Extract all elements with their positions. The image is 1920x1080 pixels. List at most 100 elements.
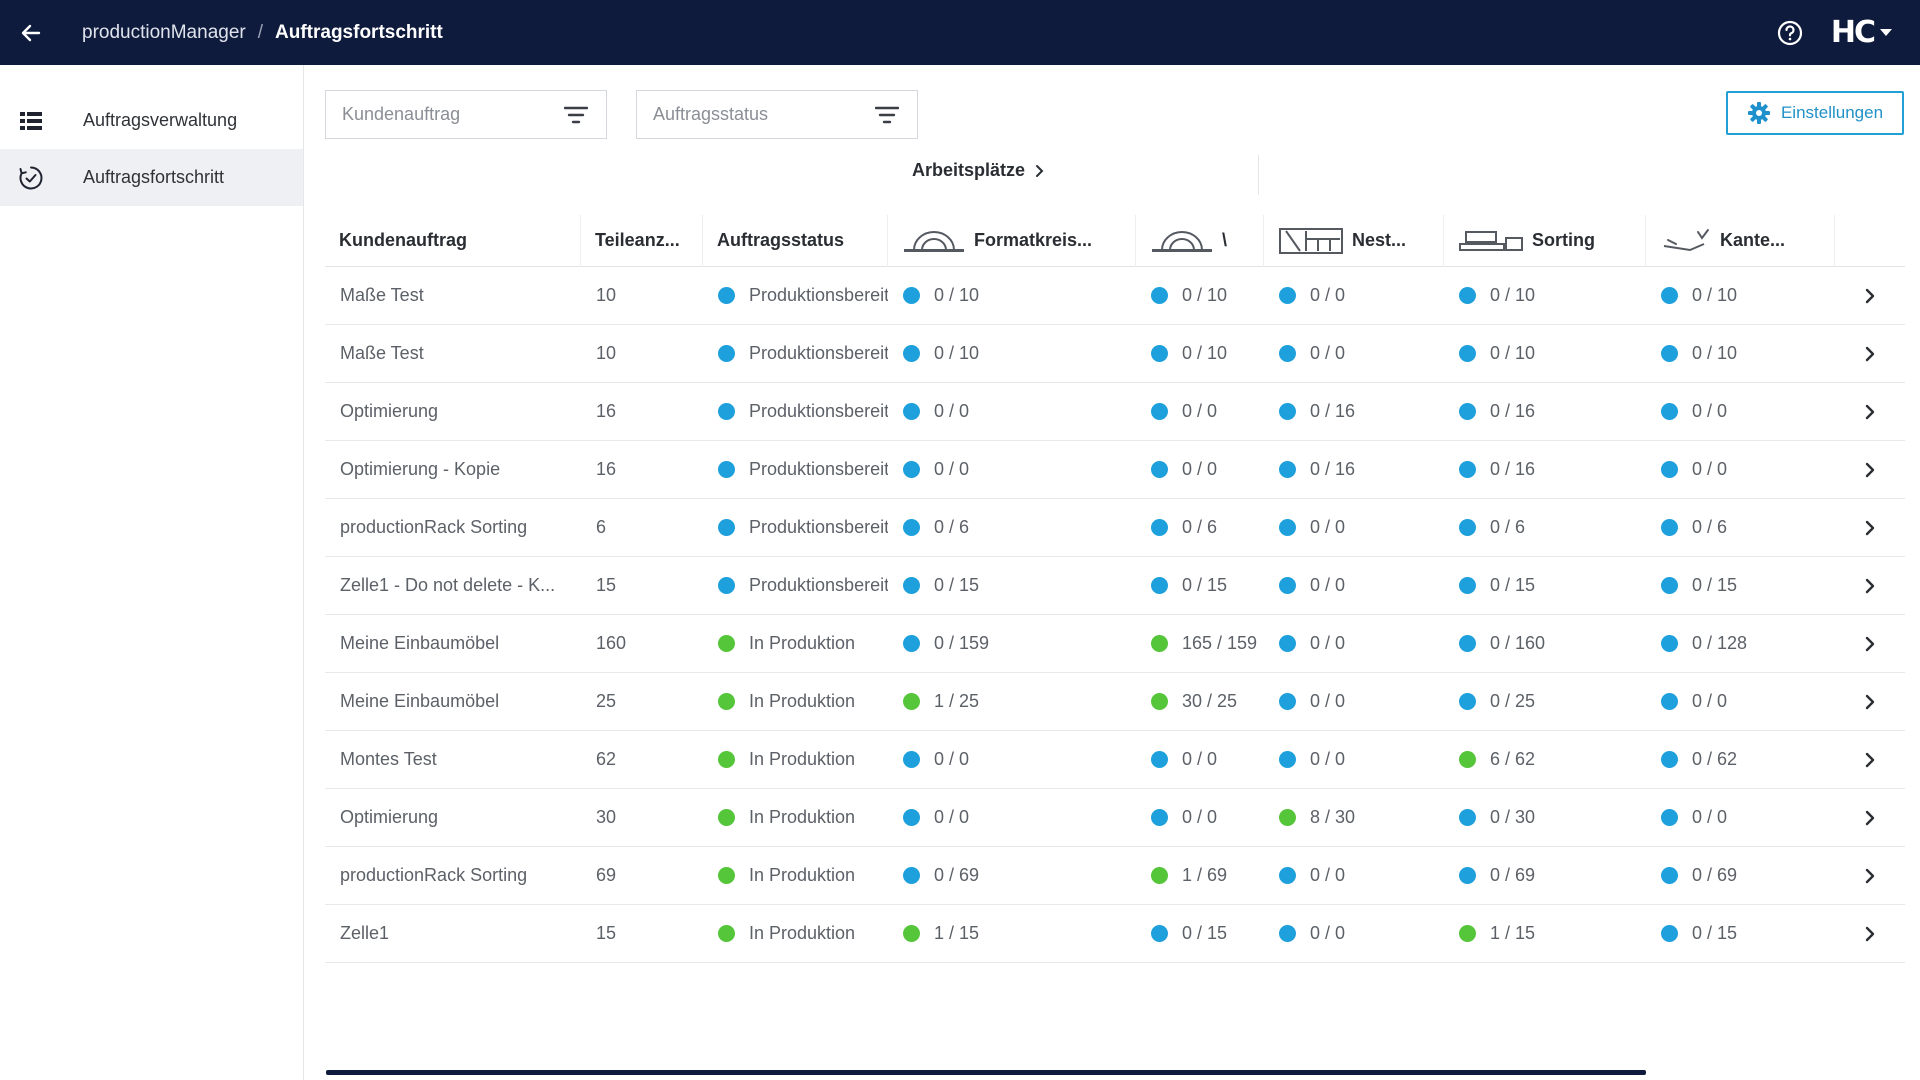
column-header-workplace-2[interactable]: \ bbox=[1136, 214, 1264, 267]
column-title: \ bbox=[1222, 230, 1228, 250]
horizontal-scrollbar[interactable] bbox=[326, 1070, 1646, 1075]
table-row[interactable]: Optimierung 16 Produktionsbereit 0 / 0 0 / 0… bbox=[325, 383, 1905, 441]
workplaces-header[interactable]: Arbeitsplätze bbox=[912, 160, 1045, 181]
cell-customer-order: Meine Einbaumöbel bbox=[325, 673, 581, 731]
status-dot-icon bbox=[1459, 867, 1476, 884]
table-row[interactable]: Zelle1 15 In Produktion 1 / 15 0 / 15 0 / 0 1 … bbox=[325, 905, 1905, 963]
table-row[interactable]: Maße Test 10 Produktionsbereit 0 / 10 0 / 10… bbox=[325, 325, 1905, 383]
order-status-filter[interactable]: Auftragsstatus bbox=[636, 90, 918, 139]
cell-formatkreissaege-progress: 0 / 10 bbox=[888, 267, 1136, 325]
table-row[interactable]: Zelle1 - Do not delete - K... 15 Produktio… bbox=[325, 557, 1905, 615]
column-header-nesting[interactable]: Nest... bbox=[1264, 214, 1444, 267]
column-header-formatkreissaege[interactable]: Formatkreis... bbox=[888, 214, 1136, 267]
table-row[interactable]: productionRack Sorting 69 In Produktion 0 /… bbox=[325, 847, 1905, 905]
cell-order-status: In Produktion bbox=[703, 731, 888, 789]
row-expand-button[interactable] bbox=[1835, 267, 1905, 325]
breadcrumb: productionManager / Auftragsfortschritt bbox=[62, 22, 443, 44]
cell-customer-order: productionRack Sorting bbox=[325, 499, 581, 557]
back-button[interactable] bbox=[0, 0, 62, 65]
cell-text: 25 bbox=[596, 691, 617, 711]
status-dot-icon bbox=[1151, 751, 1168, 768]
cell-text: 0 / 15 bbox=[1182, 923, 1228, 943]
cell-text: 0 / 0 bbox=[1692, 401, 1728, 421]
column-header-part-count[interactable]: Teileanz... bbox=[581, 214, 703, 267]
top-bar: productionManager / Auftragsfortschritt … bbox=[0, 0, 1920, 65]
cell-edgebanding-progress: 0 / 15 bbox=[1646, 905, 1835, 963]
row-expand-button[interactable] bbox=[1835, 441, 1905, 499]
status-dot-icon bbox=[1459, 519, 1476, 536]
row-expand-button[interactable] bbox=[1835, 847, 1905, 905]
cell-part-count: 16 bbox=[581, 441, 703, 499]
table-row[interactable]: productionRack Sorting 6 Produktionsbereit… bbox=[325, 499, 1905, 557]
cell-edgebanding-progress: 0 / 62 bbox=[1646, 731, 1835, 789]
cell-sorting-progress: 0 / 16 bbox=[1444, 441, 1646, 499]
customer-order-filter[interactable]: Kundenauftrag bbox=[325, 90, 607, 139]
cell-text: 0 / 25 bbox=[1490, 691, 1536, 711]
status-dot-icon bbox=[1661, 577, 1678, 594]
column-title: Sorting bbox=[1532, 230, 1595, 250]
chevron-right-icon bbox=[1865, 520, 1875, 535]
saw-machine-icon bbox=[902, 228, 966, 254]
row-expand-button[interactable] bbox=[1835, 557, 1905, 615]
user-menu[interactable]: HC bbox=[1831, 15, 1892, 50]
cell-order-status: Produktionsbereit bbox=[703, 267, 888, 325]
cell-text: 10 bbox=[596, 343, 617, 363]
cell-text: 0 / 10 bbox=[1692, 285, 1738, 305]
sidebar-item-label: Auftragsfortschritt bbox=[83, 167, 225, 187]
cell-nesting-progress: 0 / 0 bbox=[1264, 267, 1444, 325]
cell-formatkreissaege-progress: 0 / 6 bbox=[888, 499, 1136, 557]
workplaces-label: Arbeitsplätze bbox=[912, 160, 1026, 180]
cell-customer-order: Zelle1 bbox=[325, 905, 581, 963]
cell-order-status: In Produktion bbox=[703, 905, 888, 963]
help-button[interactable] bbox=[1775, 18, 1805, 48]
status-dot-icon bbox=[718, 577, 735, 594]
row-expand-button[interactable] bbox=[1835, 905, 1905, 963]
row-expand-button[interactable] bbox=[1835, 789, 1905, 847]
row-expand-button[interactable] bbox=[1835, 615, 1905, 673]
status-dot-icon bbox=[1661, 635, 1678, 652]
table-row[interactable]: Meine Einbaumöbel 160 In Produktion 0 / 159… bbox=[325, 615, 1905, 673]
cell-part-count: 15 bbox=[581, 905, 703, 963]
status-dot-icon bbox=[903, 519, 920, 536]
cell-nesting-progress: 0 / 0 bbox=[1264, 557, 1444, 615]
row-expand-button[interactable] bbox=[1835, 673, 1905, 731]
cell-customer-order: Meine Einbaumöbel bbox=[325, 615, 581, 673]
column-header-order-status[interactable]: Auftragsstatus bbox=[703, 214, 888, 267]
cell-text: Produktionsbereit bbox=[749, 575, 888, 595]
table-row[interactable]: Optimierung - Kopie 16 Produktionsbereit 0 … bbox=[325, 441, 1905, 499]
cell-text: 0 / 0 bbox=[1692, 691, 1728, 711]
status-dot-icon bbox=[903, 577, 920, 594]
table-row[interactable]: Optimierung 30 In Produktion 0 / 0 0 / 0 8 / … bbox=[325, 789, 1905, 847]
filter-icon bbox=[564, 106, 588, 123]
column-header-edgebanding[interactable]: Kante... bbox=[1646, 214, 1835, 267]
cell-customer-order: Optimierung bbox=[325, 383, 581, 441]
cell-part-count: 160 bbox=[581, 615, 703, 673]
cell-text: 15 bbox=[596, 575, 617, 595]
cell-sorting-progress: 6 / 62 bbox=[1444, 731, 1646, 789]
hc-logo: HC bbox=[1830, 15, 1876, 50]
row-expand-button[interactable] bbox=[1835, 383, 1905, 441]
cell-formatkreissaege-progress: 0 / 69 bbox=[888, 847, 1136, 905]
saw-machine-icon bbox=[1150, 228, 1214, 254]
chevron-right-icon bbox=[1865, 462, 1875, 477]
table-row[interactable]: Maße Test 10 Produktionsbereit 0 / 10 0 / 10… bbox=[325, 267, 1905, 325]
cell-edgebanding-progress: 0 / 10 bbox=[1646, 267, 1835, 325]
row-expand-button[interactable] bbox=[1835, 325, 1905, 383]
row-expand-button[interactable] bbox=[1835, 731, 1905, 789]
table-row[interactable]: Meine Einbaumöbel 25 In Produktion 1 / 25 30… bbox=[325, 673, 1905, 731]
settings-button[interactable]: Einstellungen bbox=[1726, 91, 1904, 135]
status-dot-icon bbox=[1279, 287, 1296, 304]
cell-text: 0 / 0 bbox=[934, 807, 970, 827]
column-header-customer-order[interactable]: Kundenauftrag bbox=[325, 214, 581, 267]
cell-nesting-progress: 0 / 16 bbox=[1264, 441, 1444, 499]
sidebar-item-auftragsverwaltung[interactable]: Auftragsverwaltung bbox=[0, 92, 303, 149]
breadcrumb-app[interactable]: productionManager bbox=[82, 21, 246, 43]
cell-nesting-progress: 0 / 0 bbox=[1264, 325, 1444, 383]
column-header-sorting[interactable]: Sorting bbox=[1444, 214, 1646, 267]
row-expand-button[interactable] bbox=[1835, 499, 1905, 557]
sidebar-item-auftragsfortschritt[interactable]: Auftragsfortschritt bbox=[0, 149, 303, 206]
cell-order-status: Produktionsbereit bbox=[703, 557, 888, 615]
table-row[interactable]: Montes Test 62 In Produktion 0 / 0 0 / 0 0 / … bbox=[325, 731, 1905, 789]
cell-text: Meine Einbaumöbel bbox=[340, 633, 500, 653]
cell-part-count: 25 bbox=[581, 673, 703, 731]
